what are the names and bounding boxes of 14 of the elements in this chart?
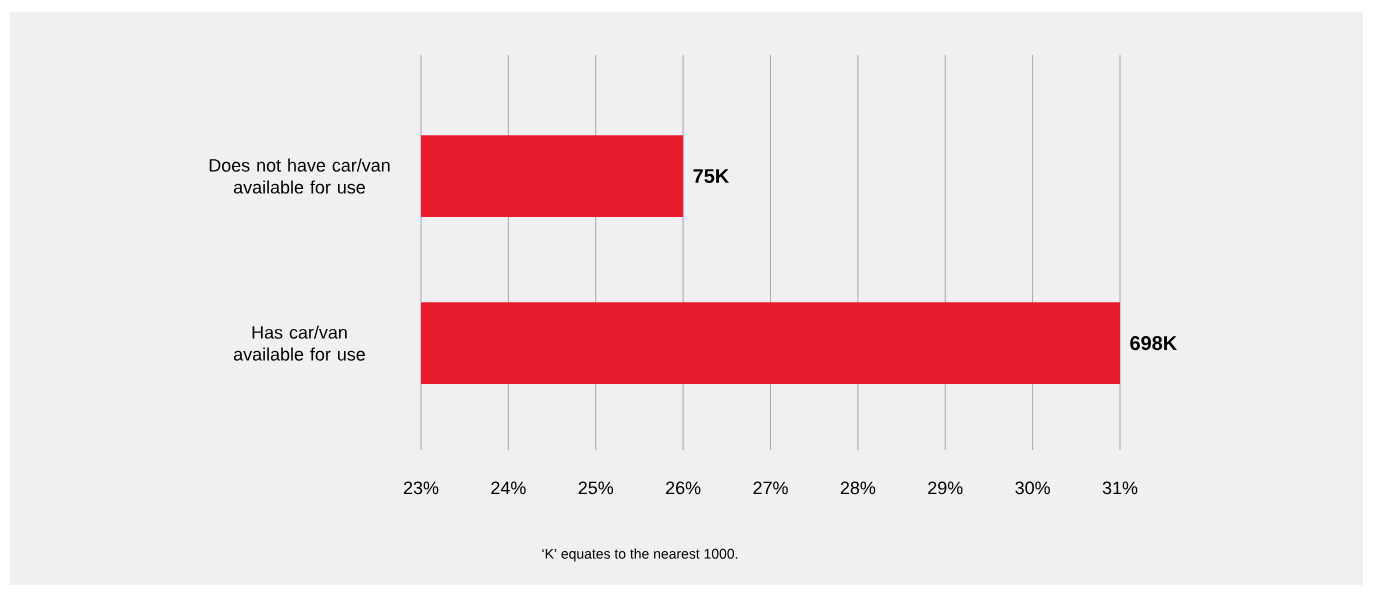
- x-tick-label: 29%: [928, 481, 963, 495]
- annotation: 75K: [693, 169, 730, 184]
- y-tick-label: Does not have car/van available for use: [209, 158, 390, 194]
- x-tick-label: 28%: [840, 481, 876, 495]
- x-tick-label: 27%: [753, 481, 788, 495]
- x-tick-label: 25%: [578, 481, 614, 495]
- annotation: 698K: [1130, 336, 1177, 351]
- x-tick-label: 30%: [1015, 481, 1050, 495]
- text: ‘K’ equates to the nearest 1000.: [542, 548, 738, 562]
- x-tick-label: 31%: [1102, 481, 1138, 495]
- y-tick-label: Has car/van available for use: [233, 325, 365, 361]
- x-tick-label: 23%: [403, 481, 439, 495]
- x-tick-label: 24%: [491, 481, 526, 495]
- x-tick-label: 26%: [666, 481, 701, 495]
